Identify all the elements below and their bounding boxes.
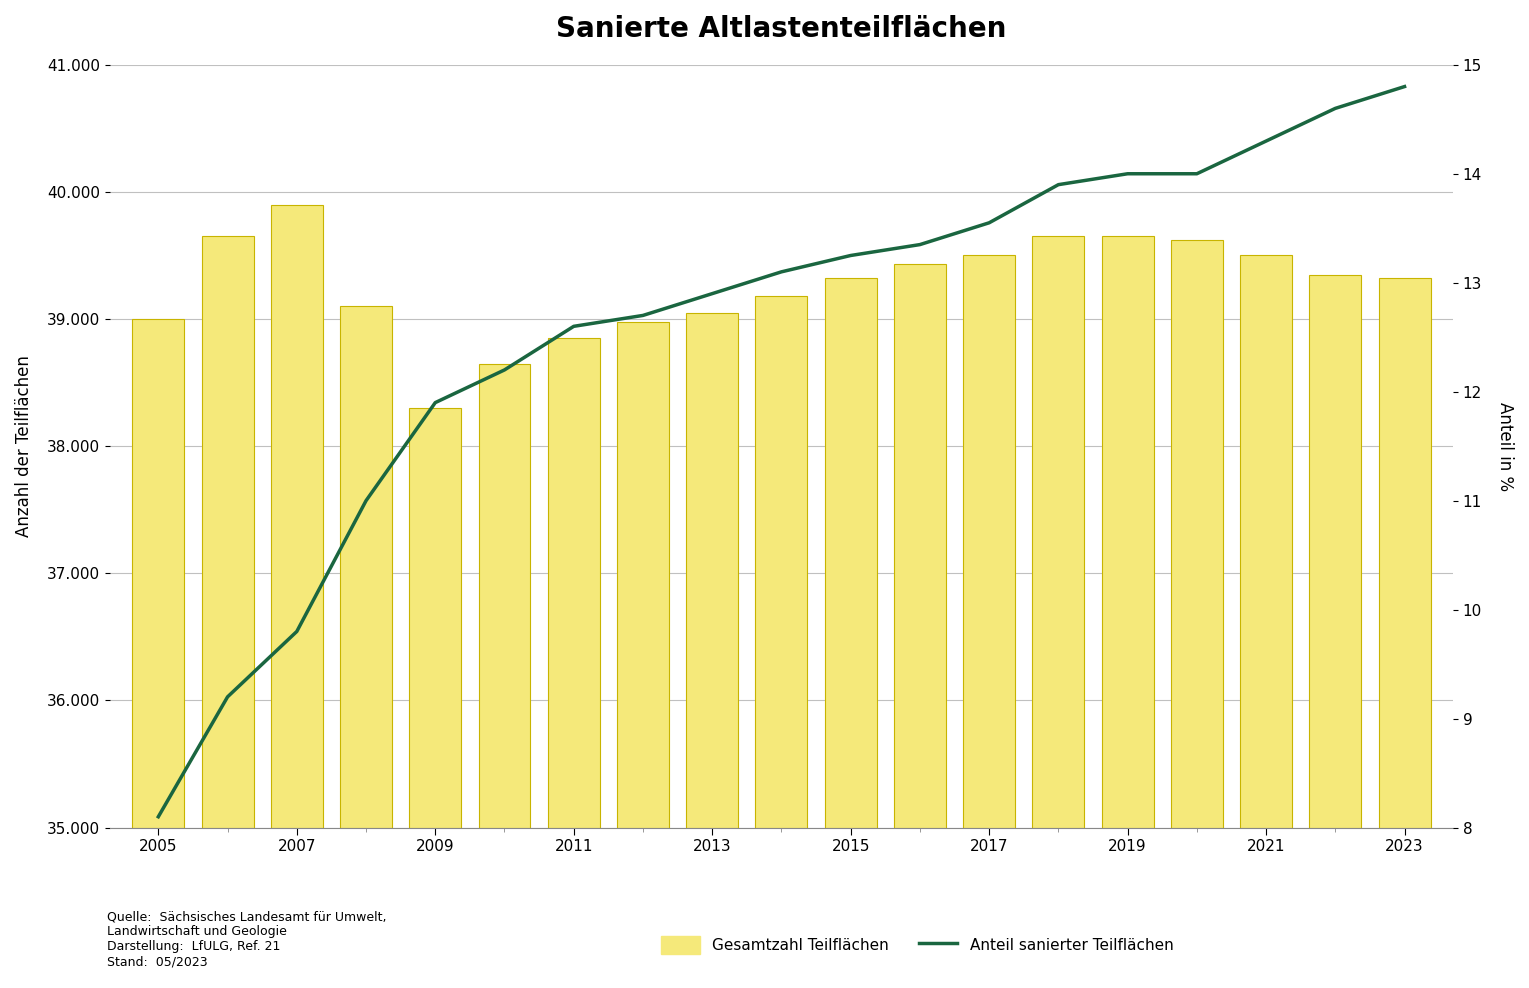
Bar [963,256,1015,828]
Bar [687,313,739,828]
Bar [1102,236,1153,828]
Bar [410,408,462,828]
Bar [271,205,323,828]
Bar [824,279,876,828]
Y-axis label: Anzahl der Teilflächen: Anzahl der Teilflächen [15,356,34,537]
Text: Quelle:  Sächsisches Landesamt für Umwelt,
Landwirtschaft und Geologie
Darstellu: Quelle: Sächsisches Landesamt für Umwelt… [107,910,387,968]
Y-axis label: Anteil in %: Anteil in % [1495,402,1514,491]
Bar [755,296,807,828]
Bar [339,306,391,828]
Bar [133,319,185,828]
Bar [1032,236,1084,828]
Bar [1171,240,1223,828]
Bar [1379,279,1431,828]
Bar [202,236,254,828]
Bar [1240,256,1292,828]
Bar [479,364,531,828]
Bar [894,265,946,828]
Bar [1309,275,1361,828]
Bar [547,338,599,828]
Title: Sanierte Altlastenteilflächen: Sanierte Altlastenteilflächen [557,15,1006,43]
Legend: Gesamtzahl Teilflächen, Anteil sanierter Teilflächen: Gesamtzahl Teilflächen, Anteil sanierter… [656,930,1179,960]
Bar [618,322,668,828]
